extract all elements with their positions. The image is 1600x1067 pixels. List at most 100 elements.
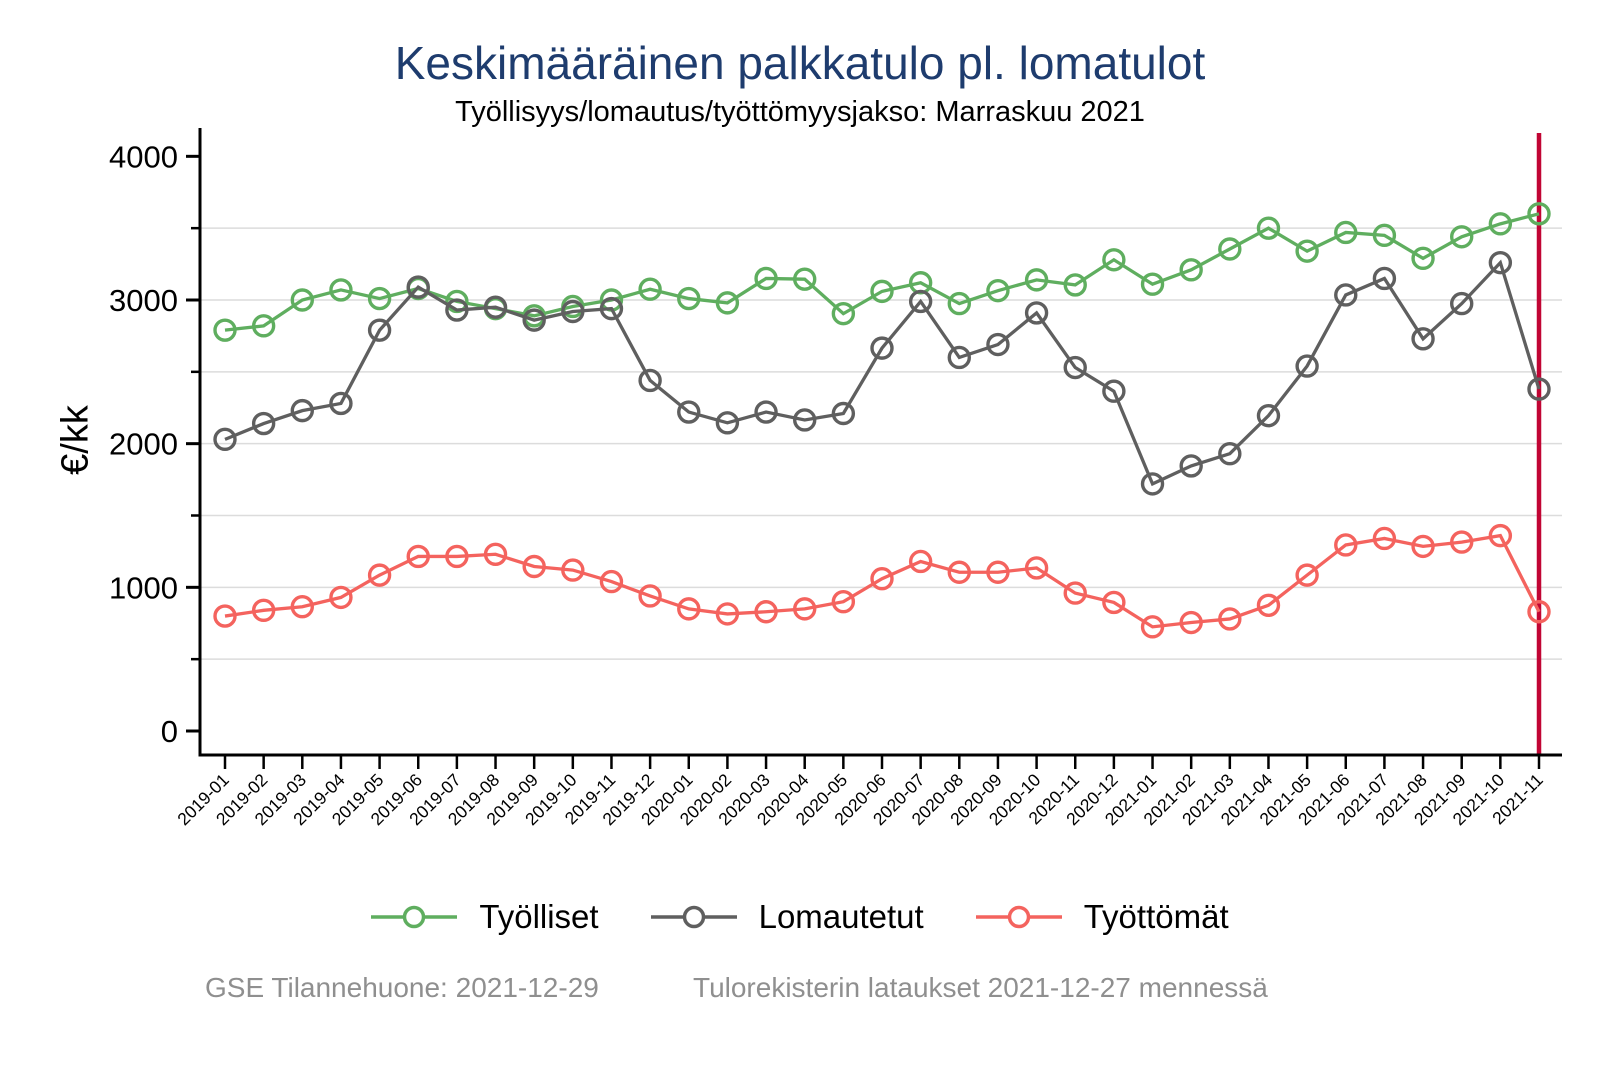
data-point <box>1256 403 1281 428</box>
chart-canvas: 010002000300040002019-012019-022019-0320… <box>109 128 1562 829</box>
data-point <box>251 411 276 436</box>
data-point <box>1334 533 1358 557</box>
lomautetut-line-marker-icon <box>650 905 737 929</box>
data-point <box>831 301 856 326</box>
data-point <box>1334 283 1358 307</box>
data-point <box>1488 212 1513 236</box>
data-point <box>1102 590 1126 615</box>
legend-label-lomautetut: Lomautetut <box>758 898 924 935</box>
data-point <box>1256 216 1281 240</box>
data-point <box>290 398 314 423</box>
data-point <box>329 391 353 416</box>
tyolliset-line-marker-icon <box>371 905 458 929</box>
data-point <box>1372 223 1397 248</box>
y-tick-label: 0 <box>161 714 178 749</box>
data-point <box>638 277 662 301</box>
data-point <box>522 308 546 332</box>
data-point <box>406 275 430 299</box>
data-point <box>947 560 971 584</box>
data-point <box>947 345 971 370</box>
data-point <box>1411 534 1435 559</box>
data-point <box>986 560 1010 584</box>
legend-label-tyolliset: Työlliset <box>479 898 599 935</box>
data-point <box>1024 268 1049 292</box>
data-point <box>1102 248 1126 272</box>
data-point <box>367 286 392 311</box>
data-point <box>638 368 662 393</box>
footer-note-left: GSE Tilannehuone: 2021-12-29 <box>205 972 599 1003</box>
data-point <box>870 567 894 591</box>
data-point <box>445 298 469 322</box>
data-point <box>599 569 624 594</box>
data-point <box>1411 327 1435 351</box>
data-point <box>445 544 469 569</box>
data-point <box>638 584 662 608</box>
data-point <box>677 400 701 424</box>
legend-item-tyottomat: Työttömät <box>975 898 1229 936</box>
legend-item-tyolliset: Työlliset <box>371 898 599 936</box>
data-point <box>1256 593 1281 617</box>
data-point <box>1179 454 1203 478</box>
data-point <box>1218 442 1242 466</box>
page-subtitle: Työllisyys/lomautus/työttömyysjakso: Mar… <box>455 96 1145 128</box>
data-point <box>1179 610 1203 635</box>
data-point <box>1295 239 1319 263</box>
data-point <box>1372 266 1397 291</box>
data-point <box>1450 225 1474 249</box>
data-point <box>1140 472 1165 496</box>
page-title: Keskimääräinen palkkatulo pl. lomatulot <box>394 37 1206 89</box>
data-point <box>1295 563 1319 587</box>
data-point <box>367 563 392 587</box>
data-point <box>1334 220 1358 245</box>
y-tick-label: 2000 <box>109 427 178 462</box>
legend-item-lomautetut: Lomautetut <box>650 898 924 936</box>
data-point <box>329 278 353 302</box>
data-point <box>1024 301 1049 325</box>
series-line-1 <box>224 259 1541 487</box>
data-point <box>367 318 392 342</box>
data-point <box>793 408 817 432</box>
data-point <box>754 400 778 424</box>
data-point <box>1102 379 1126 403</box>
legend-label-tyottomat: Työttömät <box>1083 898 1229 935</box>
data-point <box>1372 526 1397 551</box>
data-point <box>1063 355 1087 380</box>
data-point <box>599 296 624 321</box>
footer-note-right: Tulorekisterin lataukset 2021-12-27 menn… <box>693 972 1268 1003</box>
legend: Työlliset Lomautetut Työttömät <box>0 898 1600 936</box>
data-point <box>1218 237 1242 261</box>
data-point <box>483 542 508 566</box>
data-point <box>561 558 585 582</box>
data-point <box>831 590 856 614</box>
data-point <box>213 604 237 628</box>
y-tick-label: 1000 <box>109 570 178 605</box>
data-point <box>1295 354 1319 378</box>
data-point <box>947 291 971 316</box>
data-point <box>754 266 778 291</box>
data-point <box>908 289 933 314</box>
data-point <box>715 602 740 626</box>
data-point <box>213 427 237 452</box>
tyottomat-line-marker-icon <box>975 905 1062 929</box>
data-point <box>677 597 701 621</box>
data-point <box>483 295 508 319</box>
data-point <box>1527 377 1551 401</box>
data-point <box>1140 272 1165 296</box>
data-point <box>251 314 276 338</box>
data-point <box>1488 523 1513 548</box>
y-axis-title: €/kk <box>54 405 97 475</box>
data-point <box>1179 258 1203 282</box>
data-point <box>1527 202 1551 226</box>
y-tick-label: 3000 <box>109 283 178 318</box>
data-point <box>793 267 817 291</box>
data-point <box>986 278 1010 303</box>
data-point <box>715 411 740 435</box>
data-point <box>561 299 585 324</box>
data-point <box>329 585 353 610</box>
data-point <box>870 336 894 360</box>
data-point <box>290 288 314 312</box>
data-point <box>1140 615 1165 639</box>
data-point <box>986 332 1010 357</box>
data-point <box>213 318 237 342</box>
data-point <box>831 401 856 426</box>
